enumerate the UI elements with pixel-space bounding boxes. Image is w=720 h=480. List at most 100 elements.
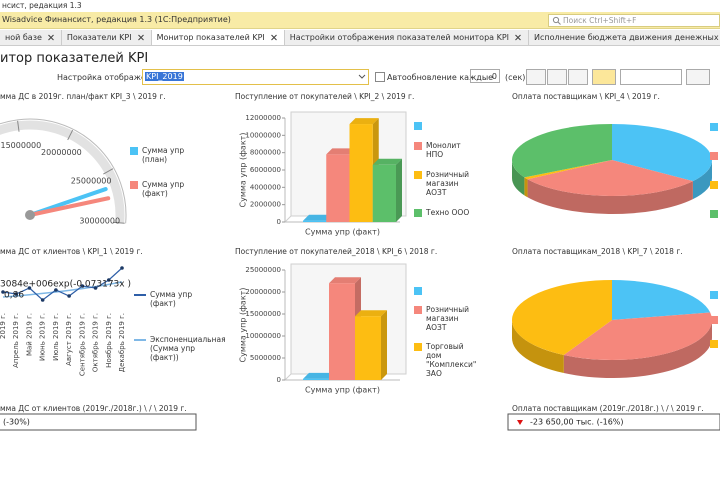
line-marker bbox=[14, 292, 19, 296]
x-tick-label: Апрель 2019 г. bbox=[12, 313, 20, 368]
legend-label: Монолит НПО bbox=[426, 141, 461, 159]
x-tick-label: Сентябрь 2019 г. bbox=[78, 313, 86, 376]
bar-top bbox=[372, 158, 402, 165]
autorefresh-checkbox[interactable] bbox=[375, 72, 385, 82]
color-button[interactable] bbox=[592, 69, 616, 85]
card-box bbox=[0, 413, 197, 431]
tab-label: Монитор показателей KPI bbox=[156, 33, 265, 42]
legend-item bbox=[710, 122, 720, 131]
legend bbox=[710, 290, 720, 348]
pie-side bbox=[512, 320, 564, 374]
bar bbox=[303, 378, 329, 380]
tab-close[interactable] bbox=[137, 34, 146, 41]
y-tick-label: 20000000 bbox=[245, 288, 281, 296]
line-marker bbox=[106, 278, 111, 282]
legend-swatch bbox=[414, 209, 422, 217]
legend-swatch bbox=[414, 343, 422, 351]
tab[interactable]: Исполнение бюджета движения денежных сре… bbox=[529, 30, 720, 45]
bar-top bbox=[329, 277, 361, 284]
legend-swatch bbox=[414, 122, 422, 130]
panel-title: мма ДС от клиентов \ KPI_1 \ 2019 г. bbox=[0, 247, 143, 256]
legend-item bbox=[414, 121, 476, 130]
tab[interactable]: Настройки отображения показателей монито… bbox=[285, 30, 530, 45]
tab[interactable]: Показатели KPI bbox=[62, 30, 152, 45]
pie-slice bbox=[527, 160, 693, 196]
gauge-rim bbox=[0, 118, 127, 224]
card-title: мма ДС от клиентов (2019г./2018г.) \ / \… bbox=[0, 404, 187, 413]
bar bbox=[349, 124, 373, 222]
bar bbox=[326, 154, 350, 222]
y-tick-label: 10000000 bbox=[245, 131, 281, 139]
sum-button[interactable] bbox=[686, 69, 710, 85]
legend-item: Техно ООО bbox=[414, 208, 476, 217]
tab[interactable]: Монитор показателей KPI bbox=[151, 30, 285, 45]
gauge-tick bbox=[103, 168, 114, 175]
search-icon bbox=[552, 16, 561, 25]
app-bar: Wisadvice Финансист, редакция 1.3 (1С:Пр… bbox=[0, 12, 720, 29]
bar bbox=[303, 220, 327, 222]
legend-item bbox=[710, 180, 720, 189]
search-box[interactable]: Поиск Ctrl+Shift+F bbox=[548, 14, 720, 27]
line-marker bbox=[54, 288, 58, 292]
save-button[interactable] bbox=[547, 69, 567, 85]
legend-item: Розничный магазин АОЗТ bbox=[414, 170, 476, 197]
pie-side bbox=[527, 179, 693, 214]
x-axis-label: Сумма упр (факт) bbox=[305, 386, 380, 395]
panel-title: мма ДС в 2019г. план/факт KPI_3 \ 2019 г… bbox=[0, 92, 166, 101]
legend-item bbox=[710, 339, 720, 348]
pie-side bbox=[512, 160, 525, 196]
line-marker bbox=[40, 298, 45, 302]
copy-button[interactable] bbox=[568, 69, 588, 85]
search-placeholder: Поиск Ctrl+Shift+F bbox=[563, 16, 637, 25]
legend-swatch bbox=[710, 123, 718, 131]
y-tick-label: 10000000 bbox=[245, 332, 281, 340]
legend-swatch bbox=[710, 291, 718, 299]
y-tick-label: 4000000 bbox=[250, 183, 281, 191]
y-tick-label: 15000000 bbox=[245, 310, 281, 318]
tab[interactable]: ной базе bbox=[0, 30, 62, 45]
settings-input[interactable]: KPI_2019 bbox=[142, 69, 369, 85]
bar bbox=[329, 283, 355, 380]
y-tick-label: 0 bbox=[277, 218, 281, 226]
gauge-tick-label: 25000000 bbox=[71, 176, 112, 185]
gauge-tick bbox=[113, 221, 125, 224]
tab-close[interactable] bbox=[270, 34, 279, 41]
tab-label: Показатели KPI bbox=[66, 33, 132, 42]
tab-close[interactable] bbox=[47, 34, 56, 41]
legend: Розничный магазин АОЗТ Торговый дом "Комп… bbox=[414, 286, 476, 378]
legend-item: Сумма упр (факт) bbox=[130, 180, 200, 198]
tab-close[interactable] bbox=[514, 34, 523, 41]
legend-swatch bbox=[134, 294, 146, 296]
legend-swatch bbox=[710, 210, 718, 218]
print-button[interactable] bbox=[526, 69, 546, 85]
legend-label: Техно ООО bbox=[426, 208, 470, 217]
legend-label: Сумма упр (факт) bbox=[142, 180, 185, 198]
legend-swatch bbox=[414, 142, 422, 150]
legend-item: Сумма упр (факт) bbox=[134, 290, 202, 308]
legend-item: Торговый дом "Комплекси" ЗАО bbox=[414, 342, 476, 378]
x-tick-label: Декабрь 2019 г. bbox=[118, 313, 126, 372]
autorefresh-input[interactable]: 0 bbox=[470, 69, 500, 83]
y-tick-label: 2000000 bbox=[250, 201, 281, 209]
legend-swatch bbox=[710, 181, 718, 189]
bar-side bbox=[381, 310, 387, 380]
panel-title: Оплата поставщикам \ KPI_4 \ 2019 г. bbox=[512, 92, 660, 101]
x-tick-label: Ноябрь 2019 г. bbox=[105, 313, 113, 368]
value-input[interactable] bbox=[620, 69, 682, 85]
bar-top bbox=[349, 118, 379, 125]
legend: Монолит НПО Розничный магазин АОЗТ Техно О… bbox=[414, 121, 476, 217]
trend-equation: 3084e+006exp(-0,073173x ) bbox=[0, 280, 131, 290]
legend-swatch bbox=[710, 340, 718, 348]
r-squared: 0,86 bbox=[4, 291, 24, 301]
x-tick-label: Август 2019 г. bbox=[65, 313, 73, 366]
x-tick-label: Июнь 2019 г. bbox=[39, 313, 47, 361]
line-marker bbox=[67, 294, 71, 298]
bar-top bbox=[355, 310, 387, 317]
panel-title: Поступление от покупателей \ KPI_2 \ 201… bbox=[235, 92, 414, 101]
window-title: нсист, редакция 1.3 bbox=[2, 1, 82, 10]
legend bbox=[710, 122, 720, 218]
line-series bbox=[2, 267, 123, 301]
pie-side bbox=[692, 160, 712, 200]
